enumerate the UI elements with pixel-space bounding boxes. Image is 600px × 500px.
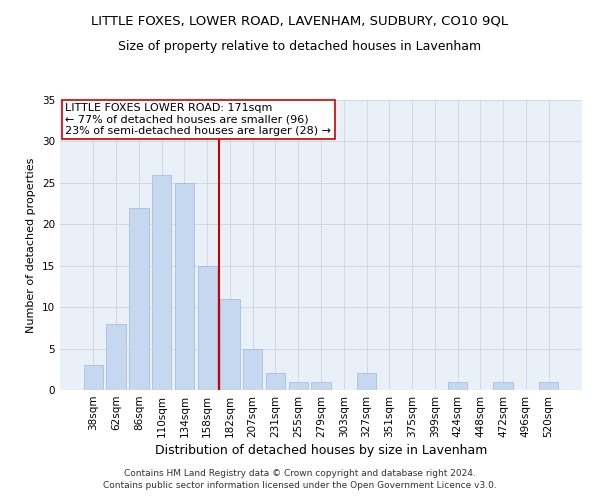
Text: Size of property relative to detached houses in Lavenham: Size of property relative to detached ho… [118, 40, 482, 53]
Bar [448, 382, 467, 390]
Bar [175, 183, 194, 390]
X-axis label: Distribution of detached houses by size in Lavenham: Distribution of detached houses by size … [155, 444, 487, 457]
Bar [106, 324, 126, 390]
Bar [266, 374, 285, 390]
Bar [197, 266, 217, 390]
Bar [152, 174, 172, 390]
Bar [311, 382, 331, 390]
Bar [84, 365, 103, 390]
Y-axis label: Number of detached properties: Number of detached properties [26, 158, 37, 332]
Bar [289, 382, 308, 390]
Bar [539, 382, 558, 390]
Bar [243, 348, 262, 390]
Bar [129, 208, 149, 390]
Bar [357, 374, 376, 390]
Bar [220, 299, 239, 390]
Text: LITTLE FOXES, LOWER ROAD, LAVENHAM, SUDBURY, CO10 9QL: LITTLE FOXES, LOWER ROAD, LAVENHAM, SUDB… [91, 15, 509, 28]
Text: LITTLE FOXES LOWER ROAD: 171sqm
← 77% of detached houses are smaller (96)
23% of: LITTLE FOXES LOWER ROAD: 171sqm ← 77% of… [65, 103, 331, 136]
Bar [493, 382, 513, 390]
Text: Contains HM Land Registry data © Crown copyright and database right 2024.
Contai: Contains HM Land Registry data © Crown c… [103, 468, 497, 490]
